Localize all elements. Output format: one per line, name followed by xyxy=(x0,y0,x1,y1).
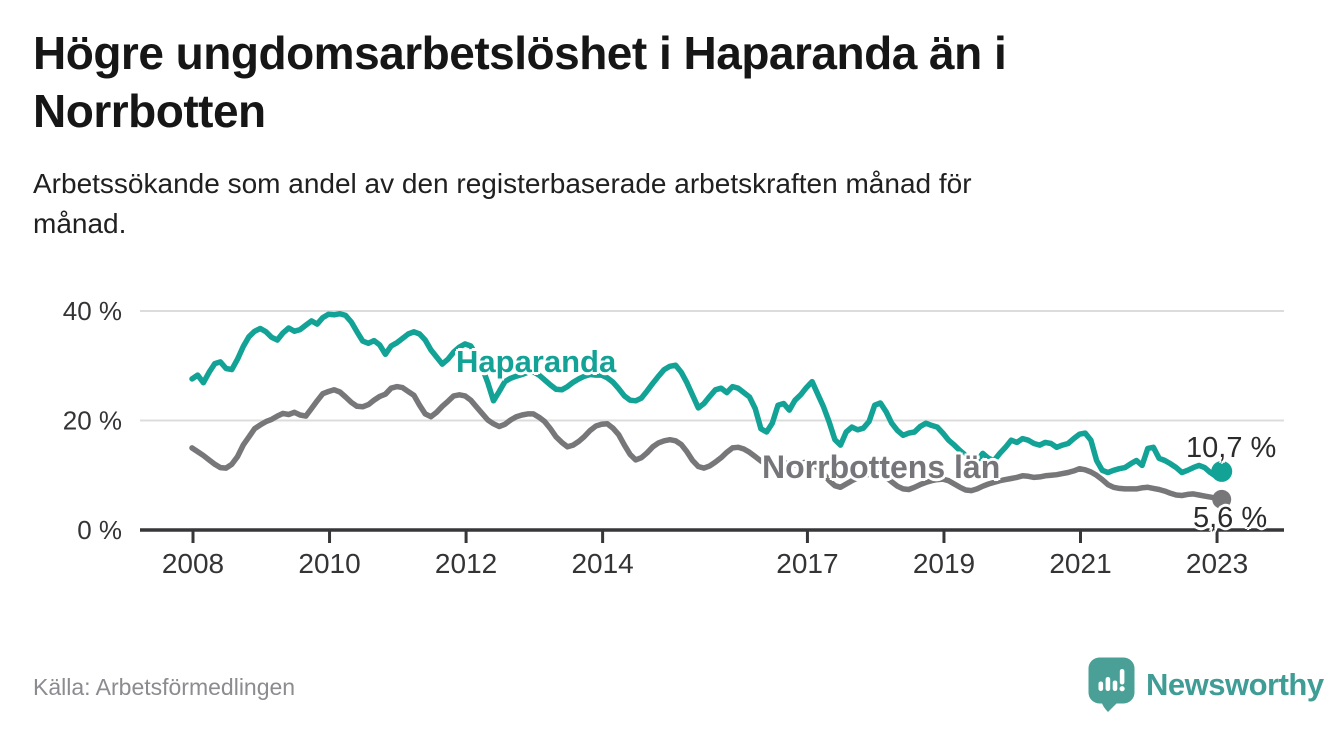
page-title: Högre ungdomsarbetslöshet i Haparanda än… xyxy=(33,24,1007,140)
source-attribution: Källa: Arbetsförmedlingen xyxy=(33,674,296,700)
newsworthy-logo-icon xyxy=(1088,657,1135,712)
series-label-norrbotten: Norrbottens län xyxy=(762,449,1001,485)
end-value-haparanda: 10,7 % xyxy=(1186,432,1277,464)
y-tick-label: 20 % xyxy=(63,406,122,436)
series-line-norrbotten xyxy=(189,383,1225,503)
x-tick-label: 2008 xyxy=(162,548,224,579)
x-tick-label: 2017 xyxy=(776,548,838,579)
x-tick-label: 2023 xyxy=(1186,548,1248,579)
series-label-haparanda: Haparanda xyxy=(456,344,617,379)
chart-subtitle: Arbetssökande som andel av den registerb… xyxy=(33,164,972,244)
x-tick-label: 2010 xyxy=(298,548,360,579)
x-tick-label: 2012 xyxy=(435,548,497,579)
series-end-dot-norrbotten xyxy=(1212,489,1232,509)
title-line-2: Norrbotten xyxy=(33,85,266,137)
subtitle-line-1: Arbetssökande som andel av den registerb… xyxy=(33,168,972,199)
newsworthy-logo: Newsworthy xyxy=(1088,657,1324,713)
subtitle-line-2: månad. xyxy=(33,208,127,239)
y-tick-label: 0 % xyxy=(77,515,122,545)
x-tick-label: 2019 xyxy=(913,548,975,579)
y-tick-label: 40 % xyxy=(63,296,122,326)
newsworthy-wordmark: Newsworthy xyxy=(1146,667,1324,702)
end-value-norrbotten: 5,6 % xyxy=(1193,502,1268,534)
x-tick-label: 2021 xyxy=(1049,548,1111,579)
series-end-dot-haparanda xyxy=(1211,460,1233,482)
series-line-haparanda xyxy=(189,310,1225,480)
title-line-1: Högre ungdomsarbetslöshet i Haparanda än… xyxy=(33,27,1007,79)
x-tick-label: 2014 xyxy=(571,548,633,579)
